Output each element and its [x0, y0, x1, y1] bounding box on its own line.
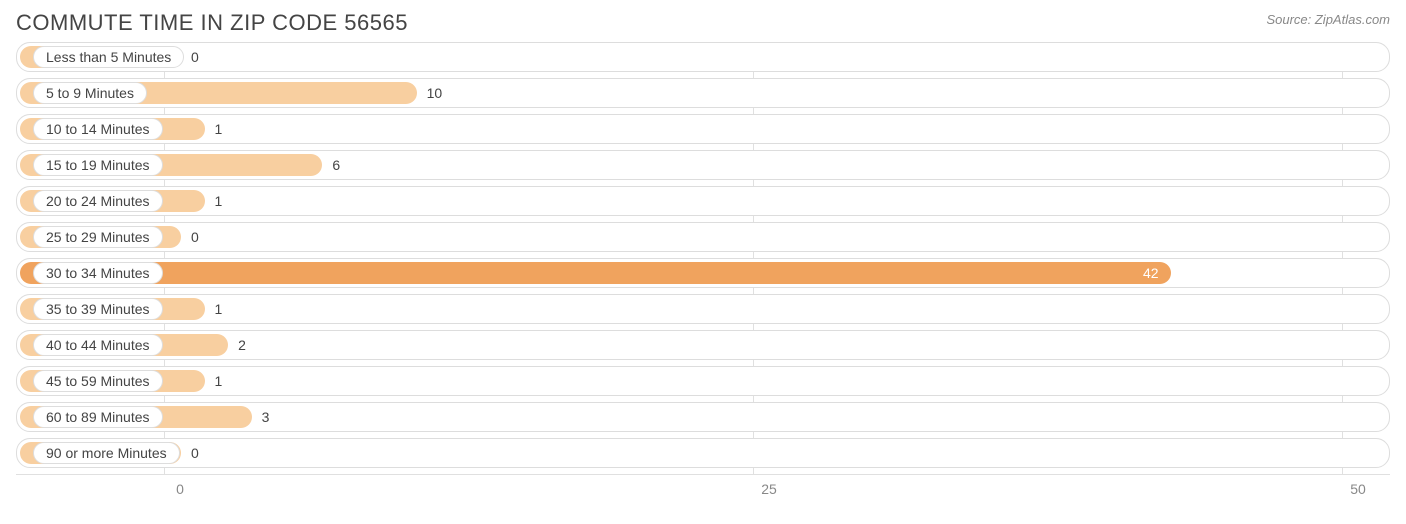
category-label: 25 to 29 Minutes	[33, 226, 163, 248]
bar-value-label: 0	[185, 442, 205, 464]
bar-row: 1 20 to 24 Minutes	[16, 186, 1390, 216]
x-tick-label: 50	[1350, 481, 1366, 497]
bar-row: 42 30 to 34 Minutes	[16, 258, 1390, 288]
bar-rows: 0Less than 5 Minutes105 to 9 Minutes110 …	[16, 42, 1390, 468]
bar-value-label: 0	[185, 226, 205, 248]
bar-row: 1 35 to 39 Minutes	[16, 294, 1390, 324]
category-label: 90 or more Minutes	[33, 442, 180, 464]
bar-value-label: 10	[421, 82, 449, 104]
bar-row: 2 40 to 44 Minutes	[16, 330, 1390, 360]
bar-value-label: 6	[326, 154, 346, 176]
bar-value-label: 0	[185, 46, 205, 68]
bar-value-label: 1	[209, 298, 229, 320]
bar-track: 0	[20, 46, 1386, 68]
category-label: 20 to 24 Minutes	[33, 190, 163, 212]
bar-row: 0 25 to 29 Minutes	[16, 222, 1390, 252]
bar-row: 1 10 to 14 Minutes	[16, 114, 1390, 144]
bar-value-label: 3	[256, 406, 276, 428]
category-label: 40 to 44 Minutes	[33, 334, 163, 356]
bar-row: 3 60 to 89 Minutes	[16, 402, 1390, 432]
bar-row: 10 5 to 9 Minutes	[16, 78, 1390, 108]
category-label: 60 to 89 Minutes	[33, 406, 163, 428]
bar-track: 10	[20, 82, 1386, 104]
category-label: 35 to 39 Minutes	[33, 298, 163, 320]
bar-value-label: 1	[209, 190, 229, 212]
bar-value-label: 2	[232, 334, 252, 356]
bar-track: 1	[20, 118, 1386, 140]
bar-track: 0	[20, 226, 1386, 248]
bar-row: 0Less than 5 Minutes	[16, 42, 1390, 72]
category-label: 45 to 59 Minutes	[33, 370, 163, 392]
bar-value-label: 1	[209, 370, 229, 392]
x-axis: 0 25 50	[16, 474, 1390, 502]
x-tick-label: 25	[761, 481, 777, 497]
bar-row: 090 or more Minutes	[16, 438, 1390, 468]
source-attribution: Source: ZipAtlas.com	[1266, 10, 1390, 27]
chart-title: COMMUTE TIME IN ZIP CODE 56565	[16, 10, 408, 36]
category-label: 30 to 34 Minutes	[33, 262, 163, 284]
header: COMMUTE TIME IN ZIP CODE 56565 Source: Z…	[0, 0, 1406, 42]
bar-track: 0	[20, 442, 1386, 464]
bar-value-label: 42	[1137, 262, 1165, 284]
chart-area: 0Less than 5 Minutes105 to 9 Minutes110 …	[0, 42, 1406, 468]
x-tick-label: 0	[176, 481, 184, 497]
bar-row: 6 15 to 19 Minutes	[16, 150, 1390, 180]
bar-row: 1 45 to 59 Minutes	[16, 366, 1390, 396]
category-label: Less than 5 Minutes	[33, 46, 184, 68]
bar-track: 1	[20, 370, 1386, 392]
category-label: 15 to 19 Minutes	[33, 154, 163, 176]
bar-track: 2	[20, 334, 1386, 356]
bar-track: 6	[20, 154, 1386, 176]
bar-value-label: 1	[209, 118, 229, 140]
bar-track: 3	[20, 406, 1386, 428]
bar-track: 42	[20, 262, 1386, 284]
category-label: 5 to 9 Minutes	[33, 82, 147, 104]
category-label: 10 to 14 Minutes	[33, 118, 163, 140]
bar-track: 1	[20, 190, 1386, 212]
bar-track: 1	[20, 298, 1386, 320]
bar: 42	[20, 262, 1171, 284]
